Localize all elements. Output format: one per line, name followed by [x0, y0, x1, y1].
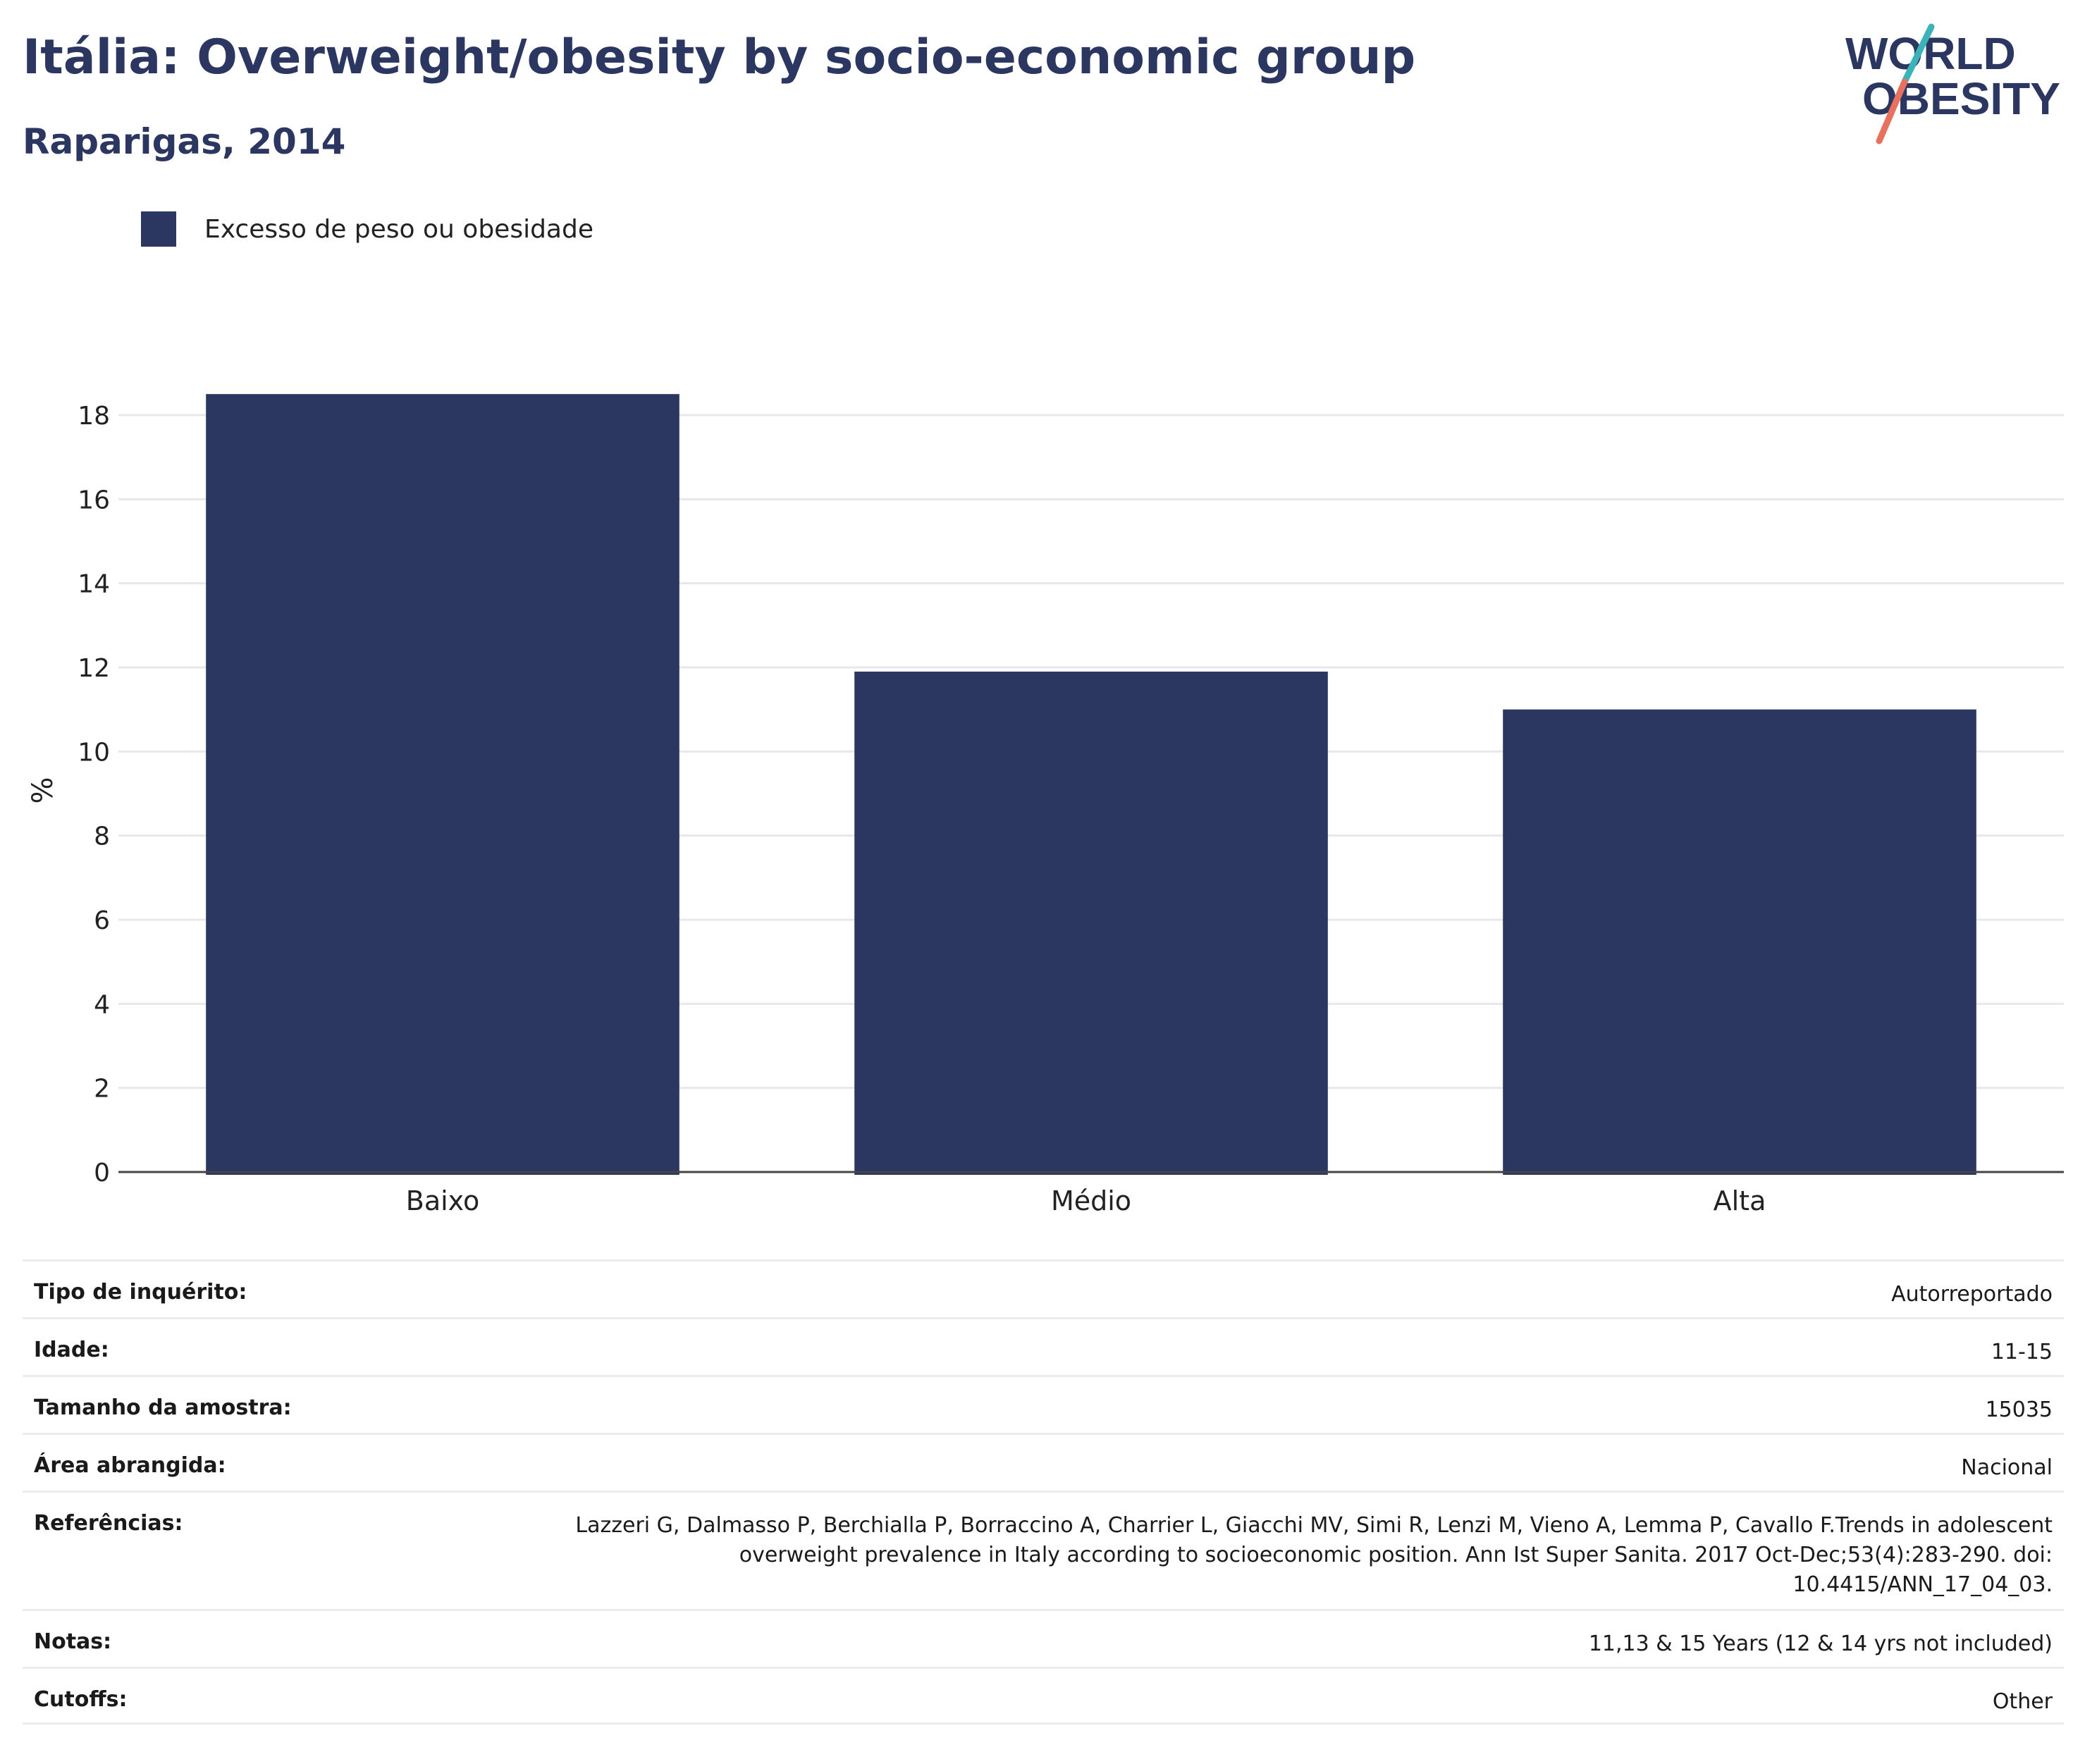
y-tick-label: 8 [94, 822, 110, 851]
y-axis-label: % [27, 777, 59, 803]
info-value: Autorreportado [1891, 1282, 2053, 1307]
logo-slash-coral [1876, 78, 1908, 144]
x-tick-label: Baixo [406, 1185, 479, 1216]
info-value: 11-15 [1991, 1340, 2053, 1364]
x-tick-label: Alta [1714, 1185, 1766, 1216]
info-row: Cutoffs: Other [23, 1667, 2064, 1725]
info-row: Tipo de inquérito: Autorreportado [23, 1259, 2064, 1317]
info-label: Tipo de inquérito: [34, 1280, 247, 1305]
info-label: Referências: [34, 1511, 183, 1536]
legend[interactable]: Excesso de peso ou obesidade [141, 211, 593, 247]
bar [1503, 709, 1976, 1175]
y-tick-label: 0 [94, 1159, 110, 1188]
bar [854, 671, 1328, 1175]
info-label: Área abrangida: [34, 1453, 226, 1478]
logo-slash-teal [1901, 23, 1935, 85]
y-tick-label: 4 [94, 990, 110, 1019]
y-tick-label: 10 [78, 738, 110, 767]
y-tick-label: 12 [78, 654, 110, 683]
info-row: Idade: 11-15 [23, 1317, 2064, 1375]
world-obesity-logo: WORLD OBESITY [1845, 23, 2060, 144]
legend-swatch [141, 211, 176, 247]
chart-subtitle: Raparigas, 2014 [23, 121, 346, 162]
bar-chart: 0 2 4 6 8 10 12 14 16 18% Baixo Médio Alta [27, 394, 2064, 1216]
info-value: 11,13 & 15 Years (12 & 14 yrs not includ… [1588, 1632, 2053, 1656]
legend-label: Excesso de peso ou obesidade [204, 214, 593, 244]
y-tick-label: 16 [78, 486, 110, 514]
info-row: Referências: Lazzeri G, Dalmasso P, Berch… [23, 1491, 2064, 1609]
y-tick-label: 18 [78, 402, 110, 431]
chart-title: Itália: Overweight/obesity by socio-econ… [23, 30, 1416, 85]
info-table: Tipo de inquérito: Autorreportado Idade: 11… [23, 1259, 2064, 1725]
info-value: Lazzeri G, Dalmasso P, Berchialla P, Bor… [575, 1513, 2053, 1597]
logo-text-line1: WORLD [1845, 28, 2016, 79]
info-row: Área abrangida: Nacional [23, 1433, 2064, 1491]
info-label: Idade: [34, 1338, 109, 1362]
info-label: Tamanho da amostra: [34, 1395, 292, 1420]
y-tick-label: 2 [94, 1075, 110, 1104]
info-value: Nacional [1961, 1455, 2053, 1480]
info-value: Other [1992, 1689, 2053, 1714]
info-label: Notas: [34, 1629, 112, 1654]
info-label: Cutoffs: [34, 1687, 128, 1712]
bar [206, 394, 679, 1175]
info-row: Tamanho da amostra: 15035 [23, 1375, 2064, 1433]
y-tick-label: 14 [78, 570, 110, 599]
info-row: Notas: 11,13 & 15 Years (12 & 14 yrs not … [23, 1609, 2064, 1667]
info-value: 15035 [1985, 1398, 2053, 1422]
y-tick-label: 6 [94, 906, 110, 935]
x-tick-label: Médio [1051, 1185, 1131, 1216]
